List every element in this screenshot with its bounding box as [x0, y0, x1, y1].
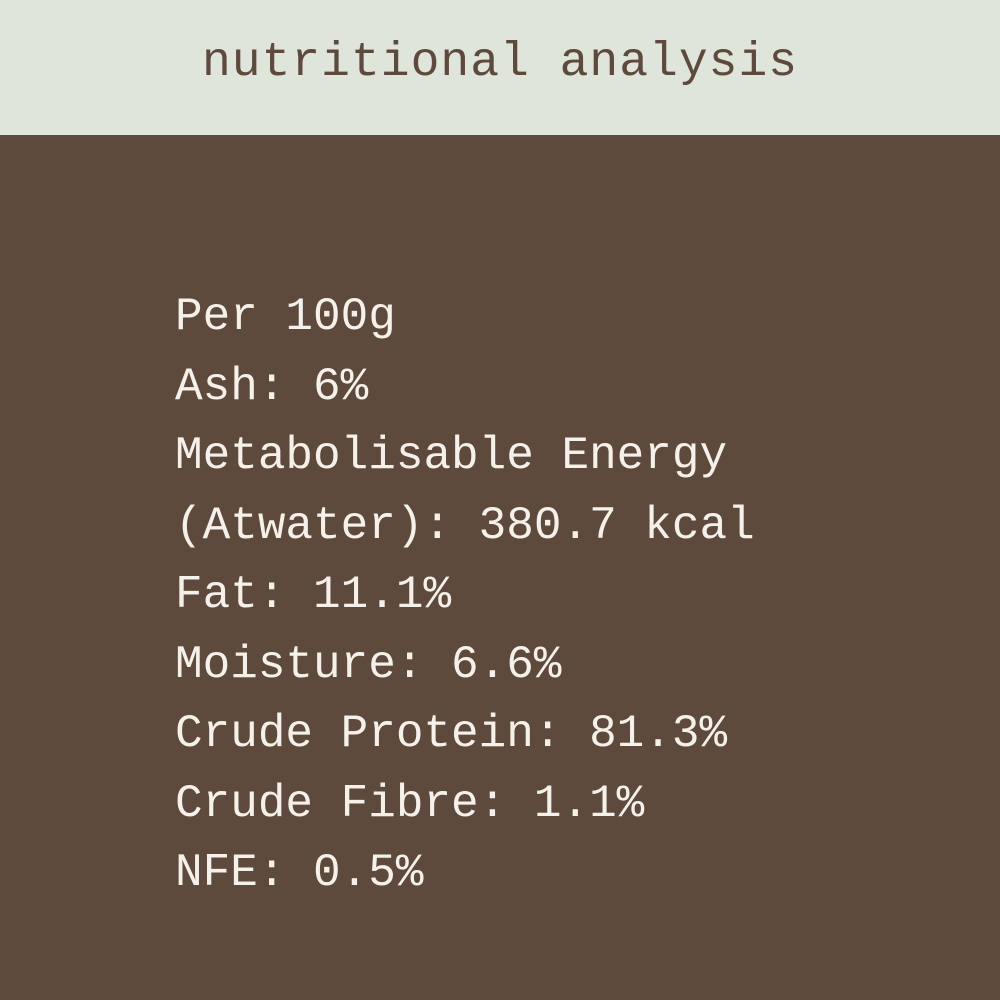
- nutrition-list: Per 100g Ash: 6% Metabolisable Energy (A…: [175, 283, 755, 909]
- line-nfe: NFE: 0.5%: [175, 847, 424, 899]
- line-moisture: Moisture: 6.6%: [175, 638, 562, 691]
- header-banner: nutritional analysis: [0, 0, 1000, 135]
- page-title: nutritional analysis: [201, 35, 799, 90]
- line-energy-label: Metabolisable Energy: [175, 430, 728, 482]
- line-fat: Fat: 11.1%: [175, 569, 452, 621]
- line-fibre: Crude Fibre: 1.1%: [175, 777, 645, 830]
- line-protein: Crude Protein: 81.3%: [175, 708, 728, 760]
- line-per-100g: Per 100g: [175, 291, 396, 343]
- line-energy-value: (Atwater): 380.7 kcal: [175, 499, 755, 552]
- line-ash: Ash: 6%: [175, 360, 369, 413]
